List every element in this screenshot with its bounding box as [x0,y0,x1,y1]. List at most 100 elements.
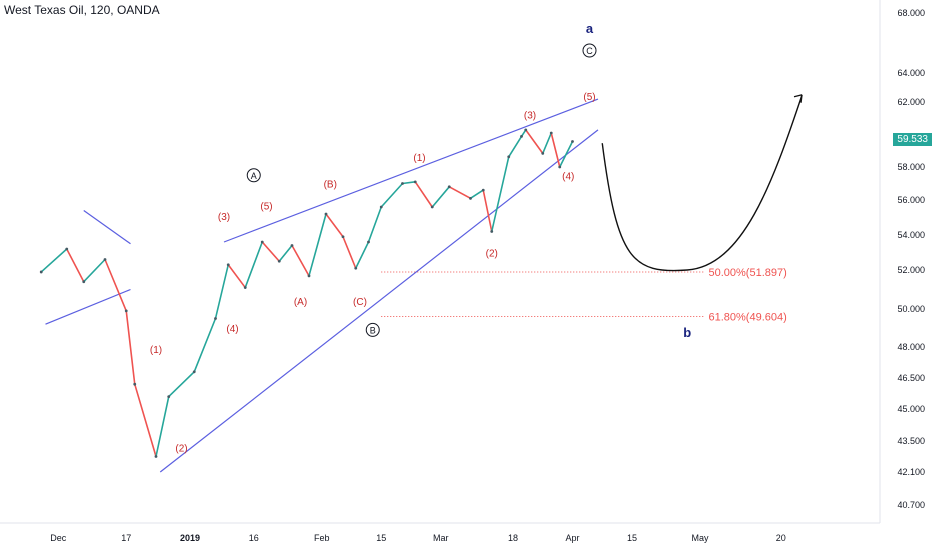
y-tick-label: 64.000 [897,68,925,78]
price-segment [325,213,344,238]
price-point [558,165,562,169]
x-tick-label: Feb [314,533,330,543]
fibonacci-levels: 50.00%(51.897) 61.80%(49.604) [381,267,787,324]
wave-label: (1) [150,345,162,356]
projection-path [601,94,803,272]
fib-level-label: 61.80%(49.604) [709,312,787,324]
y-tick-label: 52.000 [897,265,925,275]
price-segment [227,263,247,289]
x-tick-label: 20 [776,533,786,543]
price-segment [469,189,485,200]
wave-label: (2) [486,249,498,260]
wedge-upper-line [223,98,599,243]
wave-label: (5) [260,201,272,212]
price-segment [448,186,472,200]
price-point [124,309,128,313]
wave-label: (3) [218,212,230,223]
wave-label: (4) [562,171,574,182]
wave-label: (B) [324,180,337,191]
price-point [413,180,417,184]
y-tick-label: 62.000 [897,97,925,107]
x-tick-label: 18 [508,533,518,543]
price-point [401,182,404,185]
price-segment [308,213,327,277]
price-point [379,205,383,209]
price-segment [244,241,264,289]
price-point [214,317,217,320]
x-axis-tick-labels: Dec 17 2019 16 Feb 15 Mar 18 Apr 15 May 20 [50,533,786,543]
x-tick-label: Mar [433,533,449,543]
price-point [341,235,345,239]
price-point [243,286,247,289]
y-tick-label: 40.700 [897,500,925,510]
price-segment [291,244,310,277]
price-point [490,230,494,233]
price-segment [193,317,217,373]
wedge-lower-line [159,129,599,473]
price-segment [541,132,553,155]
y-axis-tick-labels: 68.000 64.000 62.000 58.000 56.000 54.000 52.0… [897,8,925,510]
price-segment [550,132,561,168]
wave-label: C [586,46,593,56]
price-segment [65,248,85,283]
projection-curve [601,94,803,272]
price-segment [414,181,434,208]
y-tick-label: 45.000 [897,404,925,414]
y-tick-label: 68.000 [897,8,925,18]
current-price-badge: 59.533 [893,132,932,146]
price-point [571,140,574,143]
price-point [447,185,451,189]
price-segment [342,235,357,270]
price-segment [431,186,451,208]
projection-arrowhead [793,94,803,103]
price-point [82,280,86,284]
y-tick-label: 54.000 [897,230,925,240]
price-point [167,395,171,398]
wave-label-circle [582,43,597,58]
price-point [260,240,264,244]
wave-label: (A) [294,297,307,308]
price-point [324,212,328,216]
price-point [277,259,281,263]
price-segment [490,156,510,233]
price-point [520,135,523,138]
price-point [549,131,553,135]
y-tick-label: 50.000 [897,304,925,314]
triangle-lower-line [45,288,131,325]
y-tick-label: 46.500 [897,373,925,383]
price-series [39,128,574,458]
x-tick-label: Dec [50,533,67,543]
price-point [524,128,528,132]
wave-label: (3) [524,110,536,121]
price-point [507,155,511,159]
price-segment [133,383,157,458]
wave-label: (4) [226,324,238,335]
price-point [307,274,311,278]
price-point [39,270,43,274]
price-segment [167,370,196,398]
price-segment [524,129,544,155]
wave-label: a [586,21,594,36]
x-tick-label: 15 [376,533,386,543]
x-tick-label: 2019 [180,533,200,543]
price-point [133,382,137,386]
price-point [290,244,294,247]
wave-label: (C) [353,297,367,308]
y-tick-label: 56.000 [897,195,925,205]
y-tick-label: 43.500 [897,436,925,446]
price-segment [155,395,170,458]
price-point [469,196,472,200]
x-tick-label: Apr [565,533,579,543]
wave-labels: (1) (2) (3) (4) (5) (A) (B) (C) (1) (2) (3) (4) (5) A… [150,21,691,455]
wave-label: b [683,325,691,340]
price-segment [354,241,370,270]
wave-label-circle [365,322,380,337]
x-tick-label: 15 [627,533,637,543]
price-point [192,370,196,374]
price-segment [82,258,106,283]
price-segment [261,241,281,263]
wave-label-circle [246,168,261,183]
price-segment [278,244,293,263]
wave-label: (5) [583,92,595,103]
